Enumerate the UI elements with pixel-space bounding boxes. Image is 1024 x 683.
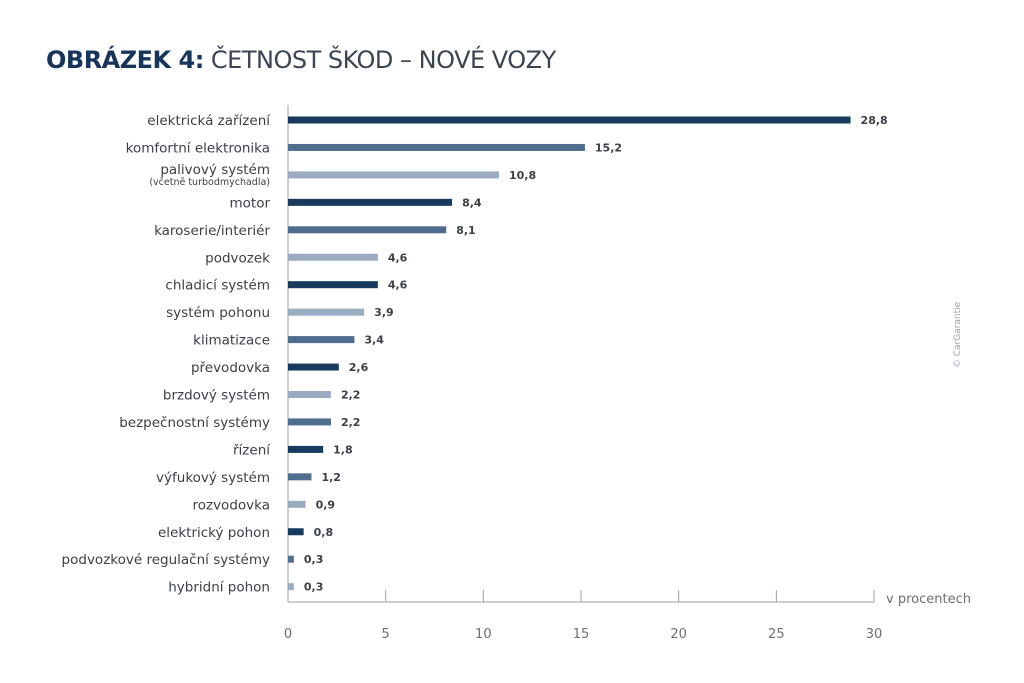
bar-value-label: 28,8: [861, 114, 888, 127]
title-regular: ČETNOST ŠKOD – NOVÉ VOZY: [203, 46, 556, 74]
x-tick-label: 0: [284, 627, 292, 642]
bar-value-label: 8,4: [462, 196, 482, 209]
bar: [288, 308, 365, 316]
bar-value-label: 3,9: [374, 306, 394, 319]
category-label: elektrický pohon: [158, 525, 270, 541]
category-sublabel: (včetně turbodmychadla): [149, 177, 270, 188]
bar: [288, 336, 355, 344]
x-tick-label: 10: [475, 627, 492, 642]
category-label: podvozek: [205, 250, 270, 266]
bar: [288, 583, 294, 591]
category-label: převodovka: [191, 360, 270, 376]
bar-value-label: 0,8: [314, 526, 334, 539]
bar: [288, 143, 585, 151]
category-label: podvozkové regulační systémy: [62, 552, 270, 568]
category-label: výfukový systém: [156, 470, 270, 486]
bar: [288, 500, 306, 508]
bar: [288, 171, 499, 179]
bar-value-label: 0,3: [304, 553, 324, 566]
bar: [288, 226, 447, 234]
category-label: klimatizace: [193, 333, 270, 349]
bar-value-label: 4,6: [388, 279, 408, 292]
bar: [288, 528, 304, 536]
bar: [288, 281, 378, 289]
category-label: hybridní pohon: [168, 580, 270, 596]
category-label: rozvodovka: [192, 497, 270, 513]
category-label: palivový systém: [160, 162, 270, 178]
category-label: chladicí systém: [165, 278, 270, 294]
bar-value-label: 2,2: [341, 416, 361, 429]
bar-value-label: 2,2: [341, 389, 361, 402]
bar-value-label: 15,2: [595, 141, 622, 154]
bar-value-label: 8,1: [456, 224, 476, 237]
category-label: bezpečnostní systémy: [119, 415, 270, 431]
bar: [288, 363, 339, 371]
bar: [288, 555, 294, 563]
x-tick-label: 30: [866, 627, 883, 642]
bar: [288, 198, 453, 206]
x-axis-label: v procentech: [886, 592, 971, 607]
bar-value-label: 3,4: [364, 334, 384, 347]
chart-title: OBRÁZEK 4: ČETNOST ŠKOD – NOVÉ VOZY: [46, 46, 556, 74]
bar: [288, 253, 378, 261]
category-label: elektrická zařízení: [147, 113, 271, 129]
bar-value-label: 0,3: [304, 581, 324, 594]
x-tick-label: 25: [768, 627, 785, 642]
category-label: systém pohonu: [166, 305, 270, 321]
bar: [288, 418, 331, 426]
bar: [288, 473, 312, 481]
category-label: karoserie/interiér: [154, 223, 270, 239]
bar-value-label: 0,9: [316, 498, 336, 511]
bar: [288, 445, 324, 453]
category-label: řízení: [233, 442, 271, 458]
title-bold: OBRÁZEK 4:: [46, 46, 204, 74]
bar-value-label: 10,8: [509, 169, 536, 182]
bar-value-label: 1,2: [321, 471, 341, 484]
bar-value-label: 4,6: [388, 251, 408, 264]
x-tick-label: 20: [670, 627, 687, 642]
bar-value-label: 1,8: [333, 443, 353, 456]
category-label: motor: [229, 195, 270, 211]
category-label: brzdový systém: [163, 388, 270, 404]
bar: [288, 391, 331, 398]
x-tick-label: 5: [382, 627, 390, 642]
category-label: komfortní elektronika: [126, 140, 270, 156]
x-tick-label: 15: [573, 627, 590, 642]
bar-value-label: 2,6: [349, 361, 369, 374]
copyright: © CarGarantie: [953, 301, 963, 369]
bar: [288, 116, 851, 124]
